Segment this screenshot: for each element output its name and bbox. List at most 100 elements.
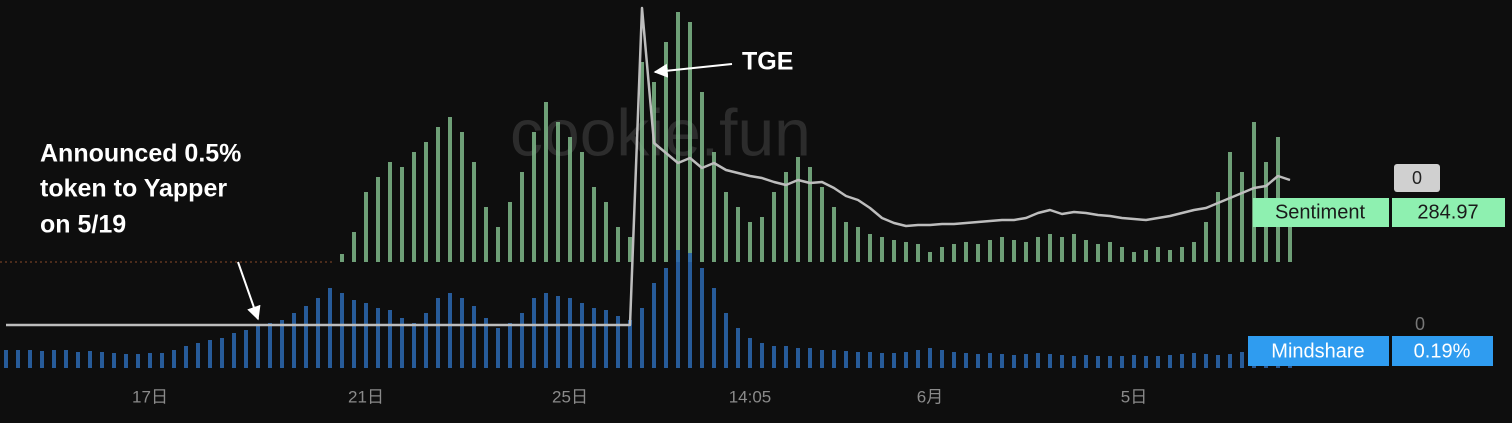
bar	[532, 132, 536, 262]
bar	[892, 353, 896, 368]
bar	[568, 137, 572, 262]
bar	[352, 232, 356, 262]
bar	[760, 217, 764, 262]
bar	[1072, 234, 1076, 262]
current-value: 0.19%	[1414, 340, 1471, 362]
annotation: token to Yapper	[40, 175, 227, 203]
bar	[1156, 356, 1160, 368]
bar	[448, 293, 452, 368]
bar	[640, 308, 644, 368]
bar	[628, 320, 632, 368]
bar	[1216, 355, 1220, 368]
bar	[136, 354, 140, 368]
bar	[412, 152, 416, 262]
bar	[436, 127, 440, 262]
watermark: cookie.fun	[510, 95, 811, 169]
bar	[1156, 247, 1160, 262]
bar	[940, 247, 944, 262]
bar	[928, 252, 932, 262]
bar	[424, 313, 428, 368]
bar	[1288, 217, 1292, 262]
bar	[232, 333, 236, 368]
x-tick-label: 5日	[1121, 387, 1147, 406]
bar	[1204, 354, 1208, 368]
bar	[1108, 242, 1112, 262]
tag	[1392, 336, 1493, 366]
bar	[520, 172, 524, 262]
annotation: Announced 0.5%	[40, 140, 241, 168]
bar	[1180, 354, 1184, 368]
bar	[868, 234, 872, 262]
bar	[556, 296, 560, 368]
bar	[940, 350, 944, 368]
bar	[1192, 242, 1196, 262]
bar	[184, 346, 188, 368]
bar	[76, 352, 80, 368]
bar	[328, 288, 332, 368]
bar	[280, 320, 284, 368]
bar	[736, 328, 740, 368]
bar	[700, 268, 704, 368]
bar	[496, 227, 500, 262]
arrow	[237, 261, 261, 321]
bar	[748, 338, 752, 368]
bar	[520, 313, 524, 368]
bar	[1192, 353, 1196, 368]
zero-tag	[1394, 164, 1440, 192]
bar	[1144, 250, 1148, 262]
bar	[592, 308, 596, 368]
bar	[1072, 356, 1076, 368]
bar	[544, 102, 548, 262]
bar	[988, 353, 992, 368]
bar	[172, 350, 176, 368]
bar	[460, 132, 464, 262]
bar	[196, 343, 200, 368]
bar	[964, 353, 968, 368]
bar	[376, 308, 380, 368]
series-name: Mindshare	[1271, 340, 1364, 362]
bar	[760, 343, 764, 368]
arrow	[653, 63, 733, 78]
bar	[256, 326, 260, 368]
bar	[832, 207, 836, 262]
bar	[1228, 354, 1232, 368]
bar	[1180, 247, 1184, 262]
bar	[820, 350, 824, 368]
bar	[1048, 234, 1052, 262]
bar	[448, 117, 452, 262]
tag	[1253, 198, 1389, 227]
bar	[340, 293, 344, 368]
bar	[700, 92, 704, 262]
bar	[772, 192, 776, 262]
bar	[268, 323, 272, 368]
bar	[748, 222, 752, 262]
bar	[112, 353, 116, 368]
line-layer	[6, 6, 1291, 327]
bar	[868, 352, 872, 368]
x-tick-label: 14:05	[729, 387, 772, 406]
bar	[484, 207, 488, 262]
bar	[1036, 353, 1040, 368]
bar	[1144, 356, 1148, 368]
bar	[820, 187, 824, 262]
bar	[736, 207, 740, 262]
bar	[496, 328, 500, 368]
bar	[592, 187, 596, 262]
bar	[508, 323, 512, 368]
bar	[676, 12, 680, 262]
bar	[640, 62, 644, 262]
bar	[376, 177, 380, 262]
bar	[352, 300, 356, 368]
bar	[1084, 240, 1088, 262]
bar	[688, 253, 692, 368]
bars	[4, 12, 1292, 368]
bar	[544, 293, 548, 368]
bar	[1096, 244, 1100, 262]
bar	[1240, 172, 1244, 262]
bar	[916, 244, 920, 262]
bar	[388, 162, 392, 262]
bar	[952, 244, 956, 262]
bar	[568, 298, 572, 368]
bar	[808, 348, 812, 368]
